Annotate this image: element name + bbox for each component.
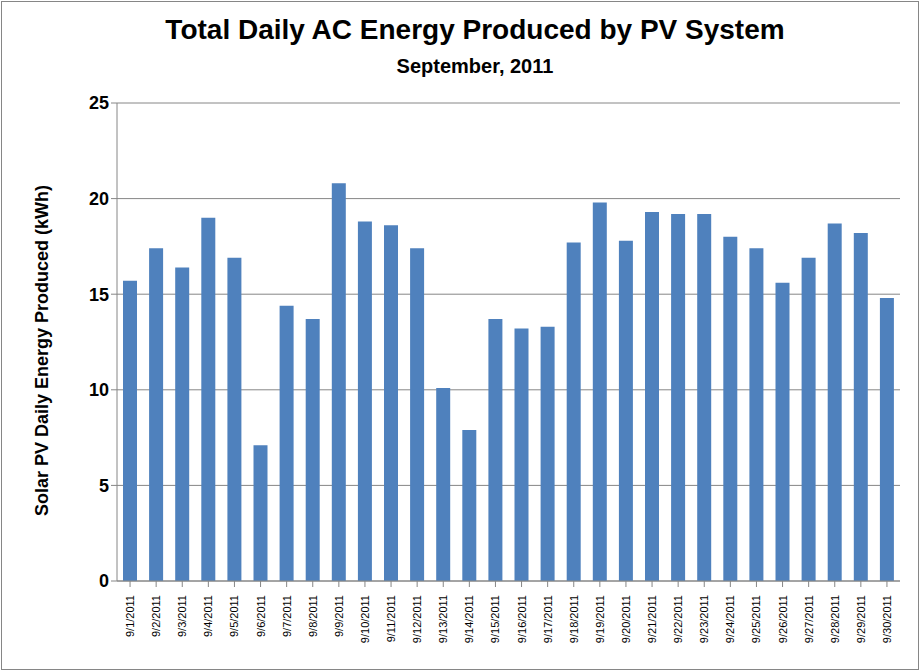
svg-text:9/24/2011: 9/24/2011: [724, 595, 736, 643]
svg-text:9/15/2011: 9/15/2011: [489, 595, 501, 643]
svg-text:9/11/2011: 9/11/2011: [385, 595, 397, 642]
svg-text:9/30/2011: 9/30/2011: [881, 595, 893, 643]
svg-text:9/9/2011: 9/9/2011: [333, 595, 345, 637]
svg-text:25: 25: [89, 93, 109, 113]
svg-text:9/2/2011: 9/2/2011: [150, 595, 162, 637]
svg-text:9/12/2011: 9/12/2011: [411, 595, 423, 643]
svg-text:9/10/2011: 9/10/2011: [359, 595, 371, 643]
svg-text:9/27/2011: 9/27/2011: [803, 595, 815, 643]
svg-text:9/5/2011: 9/5/2011: [228, 595, 240, 637]
svg-text:9/22/2011: 9/22/2011: [672, 595, 684, 643]
svg-text:9/23/2011: 9/23/2011: [698, 595, 710, 643]
svg-text:9/1/2011: 9/1/2011: [124, 595, 136, 637]
svg-text:9/20/2011: 9/20/2011: [620, 595, 632, 643]
svg-text:9/18/2011: 9/18/2011: [568, 595, 580, 643]
svg-text:9/7/2011: 9/7/2011: [281, 595, 293, 637]
svg-text:9/28/2011: 9/28/2011: [829, 595, 841, 643]
svg-text:9/17/2011: 9/17/2011: [542, 595, 554, 643]
svg-text:9/6/2011: 9/6/2011: [255, 595, 267, 637]
svg-text:9/16/2011: 9/16/2011: [516, 595, 528, 643]
html-text:Total Daily AC Energy Produced: Total Daily AC Energy Produced by PV Sys…: [165, 14, 785, 45]
svg-text:10: 10: [89, 380, 109, 400]
html-text:Solar PV Daily Energy Produced: Solar PV Daily Energy Produced (kWh): [31, 185, 52, 516]
svg-text:9/29/2011: 9/29/2011: [855, 595, 867, 643]
svg-text:9/26/2011: 9/26/2011: [777, 595, 789, 643]
svg-text:9/25/2011: 9/25/2011: [750, 595, 762, 643]
svg-text:15: 15: [89, 285, 109, 305]
svg-text:5: 5: [99, 476, 109, 496]
svg-text:9/14/2011: 9/14/2011: [463, 595, 475, 643]
svg-text:0: 0: [99, 571, 109, 591]
svg-text:9/21/2011: 9/21/2011: [646, 595, 658, 643]
svg-text:9/4/2011: 9/4/2011: [202, 595, 214, 637]
html-text:September, 2011: September, 2011: [396, 55, 554, 77]
svg-text:9/3/2011: 9/3/2011: [176, 595, 188, 637]
svg-text:9/13/2011: 9/13/2011: [437, 595, 449, 643]
svg-text:9/8/2011: 9/8/2011: [307, 595, 319, 637]
svg-text:20: 20: [89, 189, 109, 209]
svg-text:9/19/2011: 9/19/2011: [594, 595, 606, 643]
